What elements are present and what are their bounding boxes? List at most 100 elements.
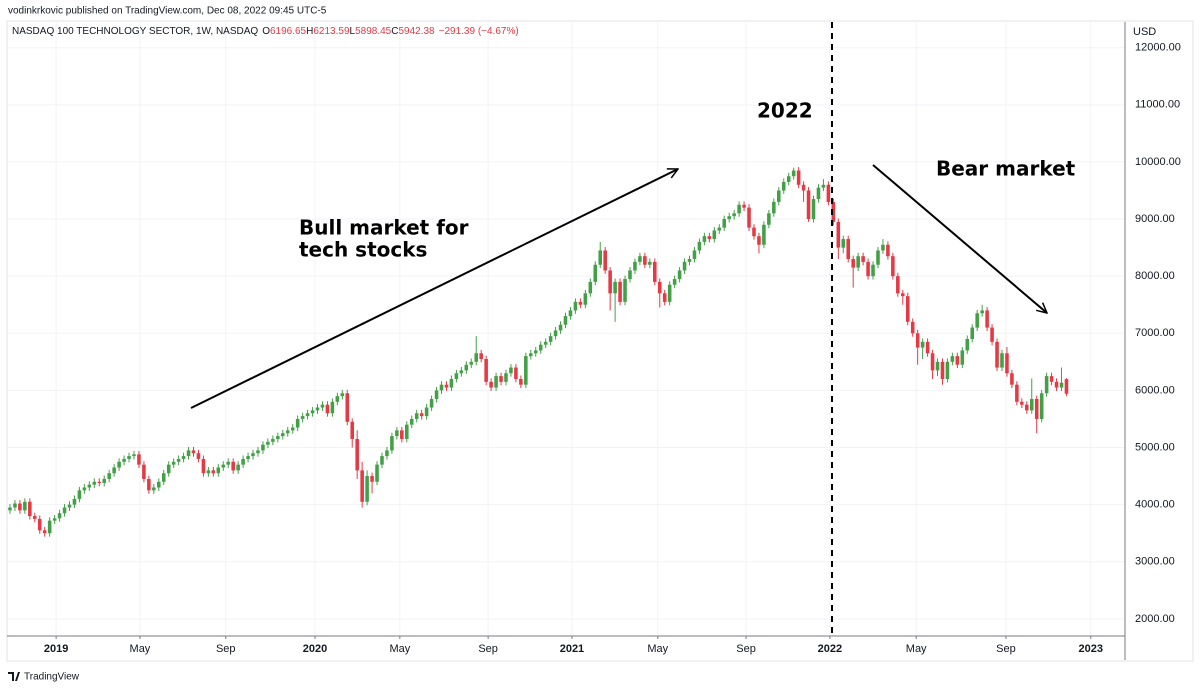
bear-arrow	[872, 164, 1047, 313]
x-tick-label: May	[130, 643, 151, 655]
candle-body	[762, 224, 766, 245]
candle-body	[156, 481, 161, 488]
candle-body	[841, 239, 846, 248]
y-tick-label: 9000.00	[1135, 213, 1175, 225]
candle-body	[127, 456, 131, 459]
candle-body	[990, 327, 994, 342]
candle-body	[276, 436, 280, 439]
candle-body	[186, 450, 191, 457]
candle-body	[310, 410, 315, 414]
candle-body	[806, 190, 811, 220]
candle-body	[801, 184, 806, 191]
candle-body	[325, 404, 330, 414]
x-tick-label: 2023	[1079, 643, 1103, 655]
candle-body	[752, 227, 756, 237]
y-tick-label: 5000.00	[1135, 441, 1175, 453]
candle-body	[533, 350, 538, 354]
ohlc-letter: C	[391, 26, 398, 37]
candle-body	[444, 384, 449, 388]
candle-body	[246, 456, 250, 459]
candle-body	[42, 530, 47, 534]
candle-body	[950, 356, 955, 362]
y-tick-label: 6000.00	[1135, 384, 1175, 396]
annotation: Bull market for	[299, 216, 469, 240]
candle-body	[62, 507, 67, 514]
candle-body	[355, 438, 359, 471]
y-tick-label: 4000.00	[1135, 499, 1175, 511]
candle-body	[1044, 376, 1049, 394]
candle-body	[171, 461, 176, 465]
candle-body	[132, 454, 136, 457]
x-tick-label: 2019	[44, 643, 68, 655]
candle-body	[211, 470, 216, 474]
candle-body	[1039, 393, 1044, 419]
candle-body	[484, 358, 488, 382]
candle-body	[370, 476, 374, 482]
candle-body	[682, 261, 687, 271]
candle-body	[851, 259, 855, 268]
candle-body	[72, 498, 77, 505]
candle-body	[598, 250, 603, 265]
candle-body	[419, 413, 424, 417]
candle-body	[469, 361, 474, 365]
x-tick-label: May	[906, 643, 927, 655]
candle-body	[330, 401, 335, 414]
candle-body	[727, 216, 731, 220]
candle-body	[191, 450, 196, 454]
candle-body	[757, 236, 761, 245]
candle-body	[479, 353, 483, 359]
candle-body	[152, 487, 156, 491]
x-tick-label: Sep	[736, 643, 756, 655]
candle-body	[380, 456, 384, 465]
y-tick-label: 2000.00	[1135, 613, 1175, 625]
candle-body	[970, 327, 975, 339]
candle-body	[1010, 373, 1014, 385]
candle-body	[638, 256, 642, 262]
candle-body	[930, 353, 935, 371]
candle-body	[107, 473, 111, 479]
candle-body	[429, 398, 434, 408]
candle-body	[390, 436, 394, 451]
candle-body	[568, 310, 573, 317]
candle-body	[474, 353, 479, 362]
candle-body	[553, 330, 558, 337]
candle-body	[1049, 376, 1054, 382]
candle-body	[454, 373, 459, 379]
candle-body	[300, 416, 305, 419]
candle-body	[519, 378, 523, 385]
candle-body	[1064, 379, 1069, 394]
candle-body	[767, 213, 771, 225]
annotation: Bear market	[936, 157, 1076, 181]
y-tick-label: 12000.00	[1135, 42, 1181, 54]
candle-body	[395, 430, 399, 437]
annotation: 2022	[757, 99, 813, 123]
candle-body	[137, 454, 141, 465]
candle-body	[662, 293, 667, 302]
candle-body	[181, 456, 186, 459]
x-tick-label: Sep	[478, 643, 498, 655]
candle-body	[593, 264, 598, 282]
candle-body	[781, 181, 786, 191]
candle-body	[737, 204, 741, 214]
candles	[8, 167, 1069, 537]
attribution: vodinkrkovic published on TradingView.co…	[8, 6, 327, 17]
candle-body	[1034, 398, 1039, 419]
candle-body	[464, 364, 469, 371]
candle-body	[350, 421, 355, 439]
candle-body	[201, 458, 206, 474]
x-tick-label: Sep	[216, 643, 236, 655]
y-tick-label: 3000.00	[1135, 556, 1175, 568]
candle-body	[112, 467, 116, 474]
x-tick-label: May	[647, 643, 668, 655]
candle-body	[514, 367, 518, 379]
currency: USD	[1133, 26, 1156, 38]
candle-body	[459, 370, 464, 374]
candle-body	[613, 281, 617, 294]
ohlc-letter: H	[306, 26, 313, 37]
x-tick-label: 2020	[303, 643, 327, 655]
candle-body	[995, 341, 999, 368]
candle-body	[1020, 401, 1024, 405]
candle-body	[499, 376, 503, 382]
candle-body	[82, 487, 87, 491]
candle-body	[985, 310, 989, 328]
